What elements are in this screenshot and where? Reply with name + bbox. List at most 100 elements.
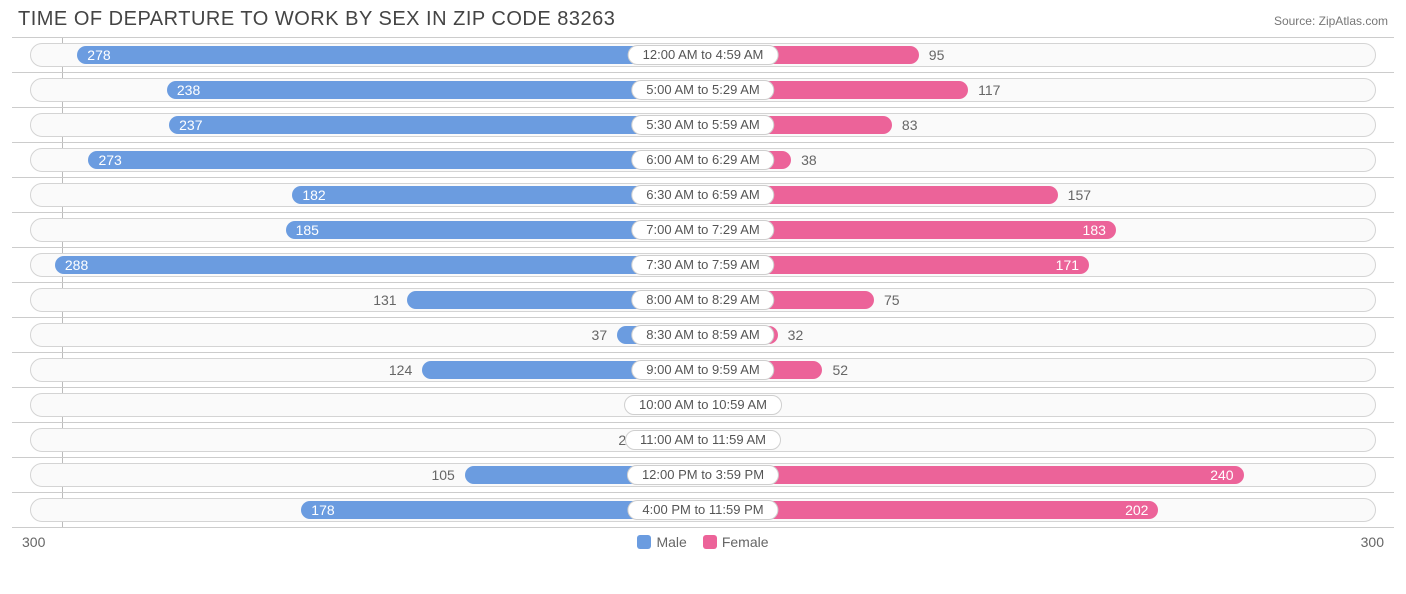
legend-item-female: Female — [703, 534, 769, 550]
row-track: 105 24012:00 PM to 3:59 PM — [30, 463, 1376, 487]
row-track: 124 52 9:00 AM to 9:59 AM — [30, 358, 1376, 382]
female-half: 0 — [703, 429, 1375, 451]
female-value-label: 95 — [919, 47, 945, 63]
male-half: 0 — [31, 394, 703, 416]
female-half: 2 — [703, 394, 1375, 416]
time-range-label: 6:00 AM to 6:29 AM — [631, 150, 774, 170]
time-range-label: 6:30 AM to 6:59 AM — [631, 185, 774, 205]
male-half: 105 — [31, 464, 703, 486]
legend-female-label: Female — [722, 534, 769, 550]
male-half: 37 — [31, 324, 703, 346]
time-range-label: 9:00 AM to 9:59 AM — [631, 360, 774, 380]
chart-row: 105 24012:00 PM to 3:59 PM — [12, 458, 1394, 493]
row-track: 182 157 6:30 AM to 6:59 AM — [30, 183, 1376, 207]
source-name: ZipAtlas.com — [1319, 14, 1388, 28]
row-track: 273 38 6:00 AM to 6:29 AM — [30, 148, 1376, 172]
chart-row: 237 83 5:30 AM to 5:59 AM — [12, 108, 1394, 143]
row-track: 131 75 8:00 AM to 8:29 AM — [30, 288, 1376, 312]
male-half: 278 — [31, 44, 703, 66]
male-bar: 273 — [88, 151, 700, 169]
female-half: 38 — [703, 149, 1375, 171]
female-bar: 240 — [706, 466, 1244, 484]
male-value-label: 37 — [592, 327, 618, 343]
chart-row: 182 157 6:30 AM to 6:59 AM — [12, 178, 1394, 213]
female-half: 183 — [703, 219, 1375, 241]
time-range-label: 12:00 AM to 4:59 AM — [628, 45, 779, 65]
chart-footer: 300 Male Female 300 — [12, 528, 1394, 550]
row-track: 1782024:00 PM to 11:59 PM — [30, 498, 1376, 522]
male-swatch — [637, 535, 651, 549]
chart-row: 1851837:00 AM to 7:29 AM — [12, 213, 1394, 248]
male-half: 238 — [31, 79, 703, 101]
row-track: 0210:00 AM to 10:59 AM — [30, 393, 1376, 417]
male-bar: 288 — [55, 256, 700, 274]
row-track: 37 328:30 AM to 8:59 AM — [30, 323, 1376, 347]
male-value-label: 105 — [431, 467, 464, 483]
chart-row: 124 52 9:00 AM to 9:59 AM — [12, 353, 1394, 388]
male-half: 288 — [31, 254, 703, 276]
time-range-label: 7:00 AM to 7:29 AM — [631, 220, 774, 240]
chart-row: 37 328:30 AM to 8:59 AM — [12, 318, 1394, 353]
male-value-label: 131 — [373, 292, 406, 308]
legend: Male Female — [637, 534, 768, 550]
male-half: 25 — [31, 429, 703, 451]
row-track: 238 117 5:00 AM to 5:29 AM — [30, 78, 1376, 102]
chart-title: TIME OF DEPARTURE TO WORK BY SEX IN ZIP … — [18, 8, 615, 31]
female-half: 117 — [703, 79, 1375, 101]
female-half: 202 — [703, 499, 1375, 521]
female-half: 32 — [703, 324, 1375, 346]
source-prefix: Source: — [1274, 14, 1319, 28]
male-value-label: 124 — [389, 362, 422, 378]
time-range-label: 11:00 AM to 11:59 AM — [625, 430, 781, 450]
time-range-label: 5:30 AM to 5:59 AM — [631, 115, 774, 135]
female-half: 171 — [703, 254, 1375, 276]
female-value-label: 75 — [874, 292, 900, 308]
female-half: 157 — [703, 184, 1375, 206]
row-track: 25011:00 AM to 11:59 AM — [30, 428, 1376, 452]
female-value-label: 117 — [968, 82, 1000, 98]
source-attribution: Source: ZipAtlas.com — [1274, 14, 1388, 28]
female-half: 95 — [703, 44, 1375, 66]
time-range-label: 4:00 PM to 11:59 PM — [627, 500, 778, 520]
time-range-label: 12:00 PM to 3:59 PM — [627, 465, 779, 485]
time-range-label: 10:00 AM to 10:59 AM — [624, 395, 782, 415]
chart-row: 0210:00 AM to 10:59 AM — [12, 388, 1394, 423]
time-range-label: 8:00 AM to 8:29 AM — [631, 290, 774, 310]
male-half: 273 — [31, 149, 703, 171]
row-track: 2881717:30 AM to 7:59 AM — [30, 253, 1376, 277]
female-value-label: 83 — [892, 117, 918, 133]
row-track: 237 83 5:30 AM to 5:59 AM — [30, 113, 1376, 137]
male-half: 182 — [31, 184, 703, 206]
row-track: 1851837:00 AM to 7:29 AM — [30, 218, 1376, 242]
chart-row: 1782024:00 PM to 11:59 PM — [12, 493, 1394, 528]
female-value-label: 32 — [778, 327, 804, 343]
chart-row: 238 117 5:00 AM to 5:29 AM — [12, 73, 1394, 108]
female-value-label: 157 — [1058, 187, 1091, 203]
male-half: 178 — [31, 499, 703, 521]
female-value-label: 38 — [791, 152, 817, 168]
time-range-label: 8:30 AM to 8:59 AM — [631, 325, 774, 345]
diverging-bar-chart: 2789512:00 AM to 4:59 AM2381175:00 AM to… — [12, 37, 1394, 528]
male-bar: 278 — [77, 46, 700, 64]
female-half: 83 — [703, 114, 1375, 136]
time-range-label: 5:00 AM to 5:29 AM — [631, 80, 774, 100]
female-half: 75 — [703, 289, 1375, 311]
chart-row: 273 38 6:00 AM to 6:29 AM — [12, 143, 1394, 178]
male-half: 124 — [31, 359, 703, 381]
chart-row: 278 95 12:00 AM to 4:59 AM — [12, 38, 1394, 73]
chart-row: 25011:00 AM to 11:59 AM — [12, 423, 1394, 458]
female-swatch — [703, 535, 717, 549]
male-bar: 238 — [167, 81, 700, 99]
male-half: 237 — [31, 114, 703, 136]
legend-item-male: Male — [637, 534, 686, 550]
axis-max-left: 300 — [22, 534, 82, 550]
time-range-label: 7:30 AM to 7:59 AM — [631, 255, 774, 275]
female-value-label: 52 — [822, 362, 848, 378]
female-half: 52 — [703, 359, 1375, 381]
chart-header: TIME OF DEPARTURE TO WORK BY SEX IN ZIP … — [12, 8, 1394, 37]
row-track: 278 95 12:00 AM to 4:59 AM — [30, 43, 1376, 67]
chart-row: 2881717:30 AM to 7:59 AM — [12, 248, 1394, 283]
chart-row: 131 75 8:00 AM to 8:29 AM — [12, 283, 1394, 318]
male-bar: 237 — [169, 116, 700, 134]
male-half: 185 — [31, 219, 703, 241]
